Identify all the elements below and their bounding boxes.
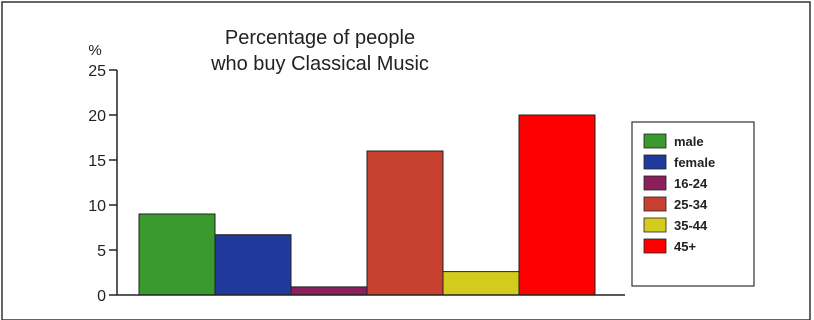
bar-25-34 bbox=[366, 150, 444, 296]
bar-35-44 bbox=[442, 271, 520, 296]
legend-swatch-25-34 bbox=[643, 196, 667, 212]
legend-swatch-45+ bbox=[643, 238, 667, 254]
legend-swatch-16-24 bbox=[643, 175, 667, 191]
legend-swatch-male bbox=[643, 133, 667, 149]
bar-45+ bbox=[518, 114, 596, 296]
legend-swatch-female bbox=[643, 154, 667, 170]
legend-label-35-44: 35-44 bbox=[674, 218, 708, 233]
legend-label-male: male bbox=[674, 134, 704, 149]
chart-title-line-2: who buy Classical Music bbox=[210, 53, 429, 75]
legend: male female 16-24 25-34 35-44 45+ bbox=[631, 121, 755, 287]
legend-label-45+: 45+ bbox=[674, 239, 696, 254]
legend-label-female: female bbox=[674, 155, 715, 170]
y-tick-label-20: 20 bbox=[88, 108, 106, 125]
y-tick-label-25: 25 bbox=[88, 63, 106, 80]
y-tick-label-5: 5 bbox=[97, 243, 106, 260]
y-tick-label-0: 0 bbox=[97, 288, 106, 305]
bar-female bbox=[214, 234, 292, 296]
chart-title-line-1: Percentage of people bbox=[225, 27, 415, 49]
y-axis-unit: % bbox=[88, 42, 101, 59]
legend-label-16-24: 16-24 bbox=[674, 176, 708, 191]
legend-swatch-35-44 bbox=[643, 217, 667, 233]
y-tick-label-10: 10 bbox=[88, 198, 106, 215]
legend-label-25-34: 25-34 bbox=[674, 197, 708, 212]
y-axis: 0 5 10 15 20 25 bbox=[88, 63, 625, 305]
legend-items: male female 16-24 25-34 35-44 45+ bbox=[643, 133, 715, 254]
bar-male bbox=[138, 213, 216, 296]
bar-16-24 bbox=[290, 286, 368, 296]
y-tick-label-15: 15 bbox=[88, 153, 106, 170]
